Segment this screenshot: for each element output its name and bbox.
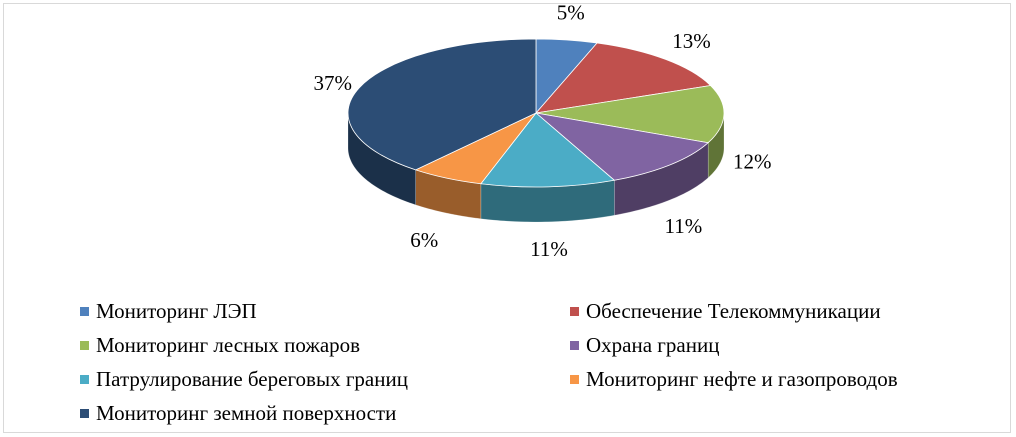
pie-slice-4 (534, 112, 710, 181)
data-label-5: 11% (530, 237, 568, 261)
data-label-2: 13% (672, 29, 711, 53)
data-label-7: 37% (313, 71, 352, 95)
pie-slice-7 (347, 38, 537, 171)
data-label-1: 5% (557, 0, 585, 24)
data-label-3: 12% (733, 149, 772, 173)
data-label-6: 6% (410, 228, 438, 252)
pie-slice-2 (534, 42, 712, 114)
pie-slice-5 (480, 112, 616, 188)
pie-slice-3 (535, 85, 725, 144)
data-label-4: 11% (665, 214, 703, 238)
